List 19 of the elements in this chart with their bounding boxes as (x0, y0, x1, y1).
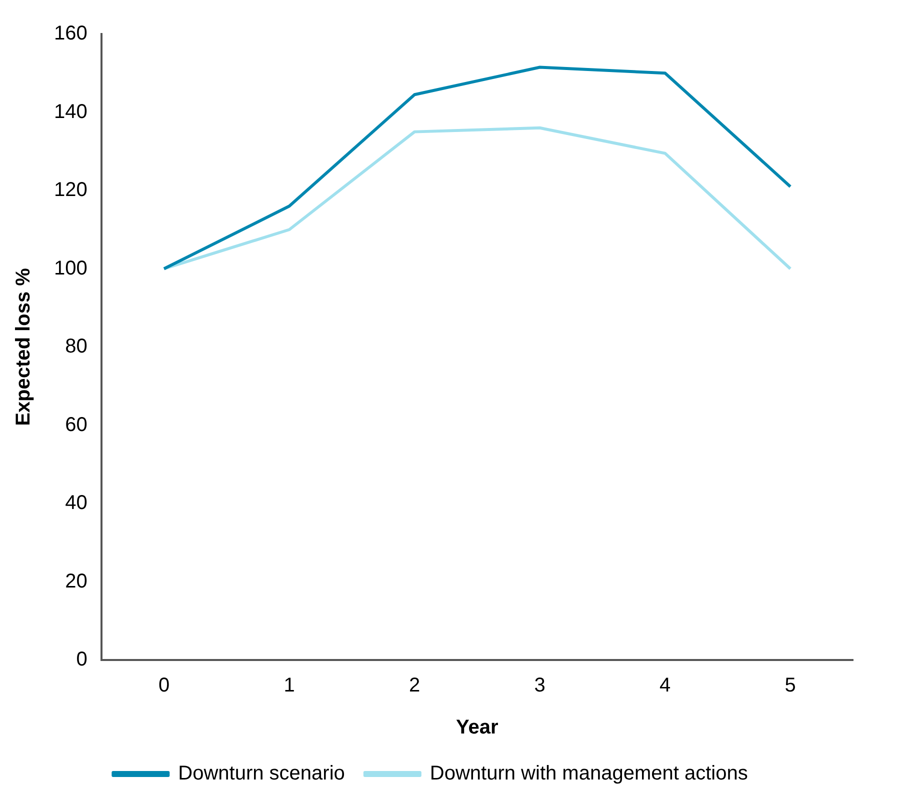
y-tick-label: 160 (54, 22, 88, 45)
x-tick-label: 5 (784, 674, 796, 697)
y-tick-label: 100 (54, 257, 88, 280)
x-tick-label: 4 (660, 674, 671, 697)
legend-label: Downturn scenario (178, 762, 345, 785)
y-tick-label: 140 (54, 100, 88, 123)
y-tick-label: 80 (65, 336, 88, 358)
x-tick-label: 1 (284, 674, 295, 697)
y-tick-label: 0 (76, 648, 88, 671)
x-tick-label: 2 (408, 674, 420, 697)
y-tick-label: 20 (65, 570, 88, 592)
x-axis-title: Year (456, 716, 499, 739)
x-tick-label: 0 (158, 674, 170, 697)
y-tick-label: 40 (65, 492, 88, 514)
y-axis-title: Expected loss % (12, 268, 35, 426)
y-tick-label: 60 (65, 414, 88, 436)
x-tick-label: 3 (534, 674, 546, 697)
legend-label: Downturn with management actions (430, 762, 748, 785)
y-tick-label: 120 (54, 179, 88, 202)
